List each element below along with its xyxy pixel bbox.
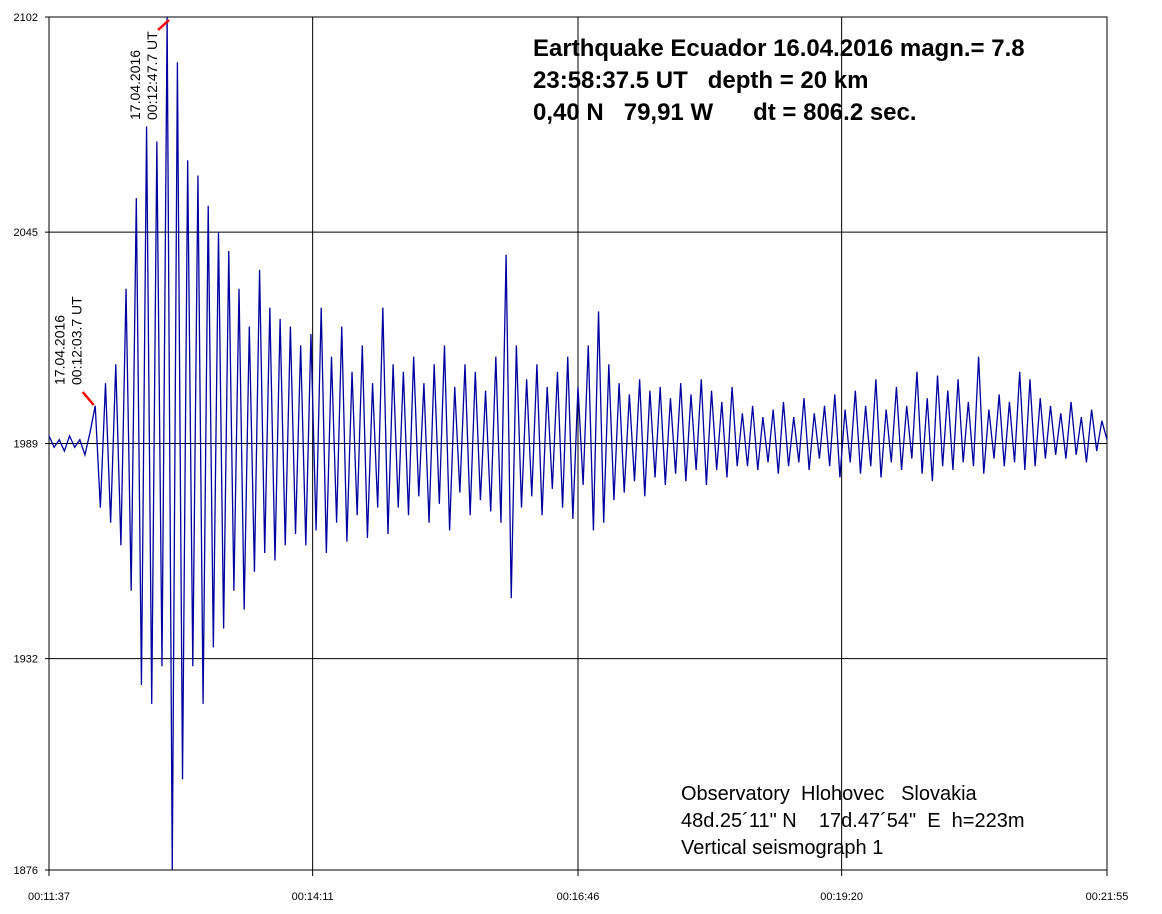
annotation-pointer: [157, 19, 170, 31]
station-info: 48d.25´11" N 17d.47´54" E h=223m: [681, 810, 1025, 832]
y-tick-label: 2102: [14, 12, 38, 24]
x-tick-label: 00:16:46: [557, 891, 600, 903]
chart-title: Earthquake Ecuador 16.04.2016 magn.= 7.8: [533, 35, 1025, 62]
x-tick-label: 00:14:11: [292, 891, 334, 903]
chart-title: 0,40 N 79,91 W dt = 806.2 sec.: [533, 99, 917, 126]
chart-title: 23:58:37.5 UT depth = 20 km: [533, 67, 868, 94]
y-tick-label: 2045: [14, 227, 38, 239]
x-tick-label: 00:11:37: [28, 891, 70, 903]
x-tick-label: 00:21:55: [1086, 891, 1129, 903]
station-info: Vertical seismograph 1: [681, 837, 883, 859]
seismogram-trace: [48, 16, 1108, 871]
station-info: Observatory Hlohovec Slovakia: [681, 783, 978, 805]
y-tick-label: 1876: [14, 865, 38, 877]
annotation-label: 00:12:47.7 UT: [144, 31, 160, 120]
annotation-pointer: [81, 391, 95, 406]
annotation-label: 17.04.2016: [127, 50, 143, 120]
y-tick-label: 1989: [14, 439, 38, 451]
annotation-label: 17.04.2016: [52, 315, 68, 385]
annotation-label: 00:12:03.7 UT: [69, 296, 85, 385]
x-tick-label: 00:19:20: [820, 891, 863, 903]
y-tick-label: 1932: [14, 654, 38, 666]
